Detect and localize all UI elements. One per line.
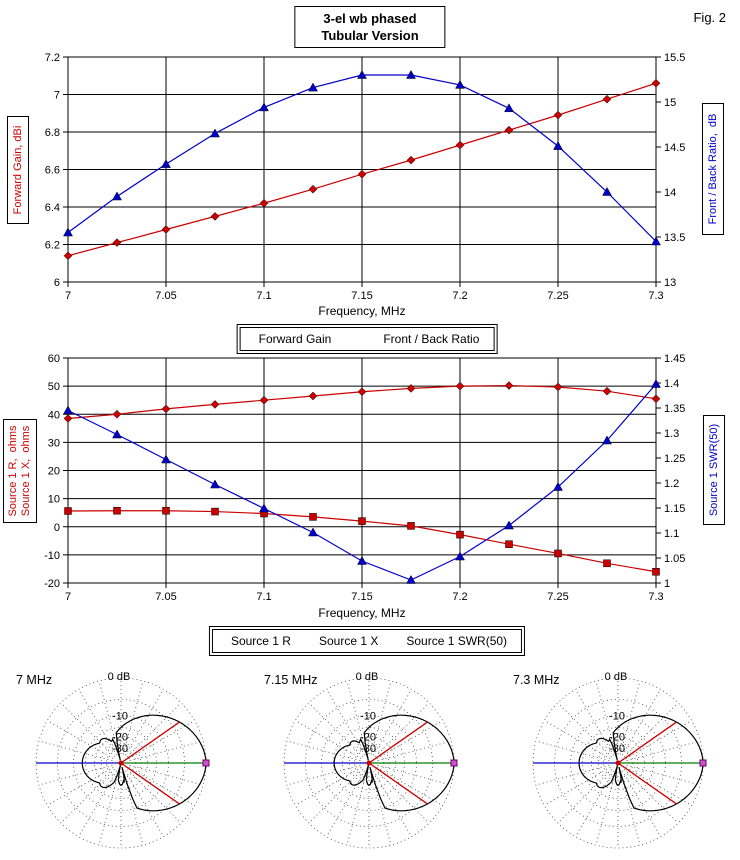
svg-text:60: 60 <box>48 353 60 365</box>
gain-fb-chart: 7 7.05 7.1 7.15 7.2 7.25 7.3 6 6.2 6.4 6.6 6.8 7 7.2 1… <box>45 52 686 302</box>
chart1-legend: Forward Gain Front / Back Ratio <box>236 324 498 354</box>
svg-text:15: 15 <box>664 97 676 109</box>
svg-text:7.25: 7.25 <box>547 591 568 603</box>
svg-text:-30: -30 <box>609 743 625 755</box>
svg-text:7: 7 <box>65 290 71 302</box>
svg-text:7.2: 7.2 <box>452 591 467 603</box>
svg-text:7.3: 7.3 <box>648 290 663 302</box>
figure-title: 3-el wb phased Tubular Version <box>294 6 446 48</box>
svg-text:1.3: 1.3 <box>664 428 679 440</box>
svg-text:7.1: 7.1 <box>256 591 271 603</box>
svg-text:7.2: 7.2 <box>452 290 467 302</box>
svg-text:1.15: 1.15 <box>664 503 685 515</box>
chart2-x-axis-title: Frequency, MHz <box>318 606 406 620</box>
svg-text:40: 40 <box>48 409 60 421</box>
figure-title-line2: Tubular Version <box>321 28 419 43</box>
svg-text:30: 30 <box>48 437 60 449</box>
svg-text:7: 7 <box>65 591 71 603</box>
svg-text:6.4: 6.4 <box>45 202 60 214</box>
svg-text:7.05: 7.05 <box>155 591 176 603</box>
svg-text:1.4: 1.4 <box>664 378 679 390</box>
legend-label-source-r: Source 1 R <box>230 634 291 648</box>
svg-text:7.15 MHz: 7.15 MHz <box>264 673 318 687</box>
svg-text:7.2: 7.2 <box>45 52 60 64</box>
svg-text:1.25: 1.25 <box>664 453 685 465</box>
svg-text:6.2: 6.2 <box>45 240 60 252</box>
chart1-left-axis-title: Forward Gain, dBi <box>7 116 29 224</box>
svg-text:-10: -10 <box>112 711 128 723</box>
legend-label-source-swr: Source 1 SWR(50) <box>406 634 508 648</box>
chart2-legend-inner: Source 1 R Source 1 X Source 1 SWR(50) <box>211 629 523 653</box>
legend-label-front-back-ratio: Front / Back Ratio <box>383 332 480 346</box>
chart1-legend-inner: Forward Gain Front / Back Ratio <box>239 327 495 351</box>
chart2-left-axis-title: Source 1 R, ohms Source 1 X, ohms <box>3 419 37 523</box>
svg-text:-20: -20 <box>609 731 625 743</box>
svg-text:13.5: 13.5 <box>664 232 685 244</box>
svg-text:0 dB: 0 dB <box>108 671 131 683</box>
svg-text:1.1: 1.1 <box>664 528 679 540</box>
svg-text:1.45: 1.45 <box>664 353 685 365</box>
svg-text:6: 6 <box>54 277 60 289</box>
legend-item-source-r: Source 1 R <box>227 634 291 648</box>
svg-text:7.1: 7.1 <box>256 290 271 302</box>
legend-label-source-x: Source 1 X <box>318 634 379 648</box>
svg-text:7.15: 7.15 <box>351 290 372 302</box>
svg-text:50: 50 <box>48 381 60 393</box>
legend-item-source-x: Source 1 X <box>315 634 378 648</box>
svg-text:-30: -30 <box>360 743 376 755</box>
svg-text:13: 13 <box>664 277 676 289</box>
svg-text:15.5: 15.5 <box>664 52 685 64</box>
svg-text:6.6: 6.6 <box>45 165 60 177</box>
svg-text:7.15: 7.15 <box>351 591 372 603</box>
polar-plot-7-3mhz: 7.3 MHz 0 dB -10 -20-30 <box>513 671 707 849</box>
svg-text:1: 1 <box>664 578 670 590</box>
svg-text:1.2: 1.2 <box>664 478 679 490</box>
svg-text:-10: -10 <box>360 711 376 723</box>
svg-text:7.05: 7.05 <box>155 290 176 302</box>
legend-item-forward-gain: Forward Gain <box>255 332 332 346</box>
svg-text:0 dB: 0 dB <box>605 671 628 683</box>
svg-text:-10: -10 <box>609 711 625 723</box>
svg-text:7.3 MHz: 7.3 MHz <box>513 673 560 687</box>
svg-text:0: 0 <box>54 522 60 534</box>
source-impedance-swr-chart: 7 7.05 7.1 7.15 7.2 7.25 7.3 -20 -10 0 10 20 30 40 50 6… <box>44 353 685 603</box>
chart1-x-axis-title: Frequency, MHz <box>318 304 406 318</box>
polar-plot-7mhz: 7 MHz 0 dB -10 -20-30 <box>16 671 210 849</box>
svg-text:10: 10 <box>48 494 60 506</box>
svg-text:-30: -30 <box>112 743 128 755</box>
svg-text:6.8: 6.8 <box>45 127 60 139</box>
legend-item-source-swr: Source 1 SWR(50) <box>402 634 507 648</box>
svg-text:7 MHz: 7 MHz <box>16 673 52 687</box>
svg-text:1.35: 1.35 <box>664 403 685 415</box>
svg-text:-20: -20 <box>112 731 128 743</box>
polar-plot-7-15mhz: 7.15 MHz 0 dB -10 -20-30 <box>264 671 458 849</box>
figure-title-line1: 3-el wb phased <box>323 11 417 26</box>
legend-item-front-back-ratio: Front / Back Ratio <box>379 332 479 346</box>
svg-text:0 dB: 0 dB <box>356 671 379 683</box>
svg-text:-20: -20 <box>360 731 376 743</box>
svg-text:-10: -10 <box>44 550 60 562</box>
chart2-legend: Source 1 R Source 1 X Source 1 SWR(50) <box>208 626 526 656</box>
svg-text:14: 14 <box>664 187 676 199</box>
svg-text:14.5: 14.5 <box>664 142 685 154</box>
svg-text:7.25: 7.25 <box>547 290 568 302</box>
chart2-right-axis-title: Source 1 SWR(50) <box>703 415 725 525</box>
figure-number: Fig. 2 <box>693 10 726 25</box>
svg-text:-20: -20 <box>44 578 60 590</box>
svg-text:1.05: 1.05 <box>664 553 685 565</box>
svg-text:20: 20 <box>48 466 60 478</box>
svg-text:7: 7 <box>54 90 60 102</box>
svg-text:7.3: 7.3 <box>648 591 663 603</box>
chart1-right-axis-title: Front / Back Ratio, dB <box>702 103 724 235</box>
legend-label-forward-gain: Forward Gain <box>258 332 332 346</box>
